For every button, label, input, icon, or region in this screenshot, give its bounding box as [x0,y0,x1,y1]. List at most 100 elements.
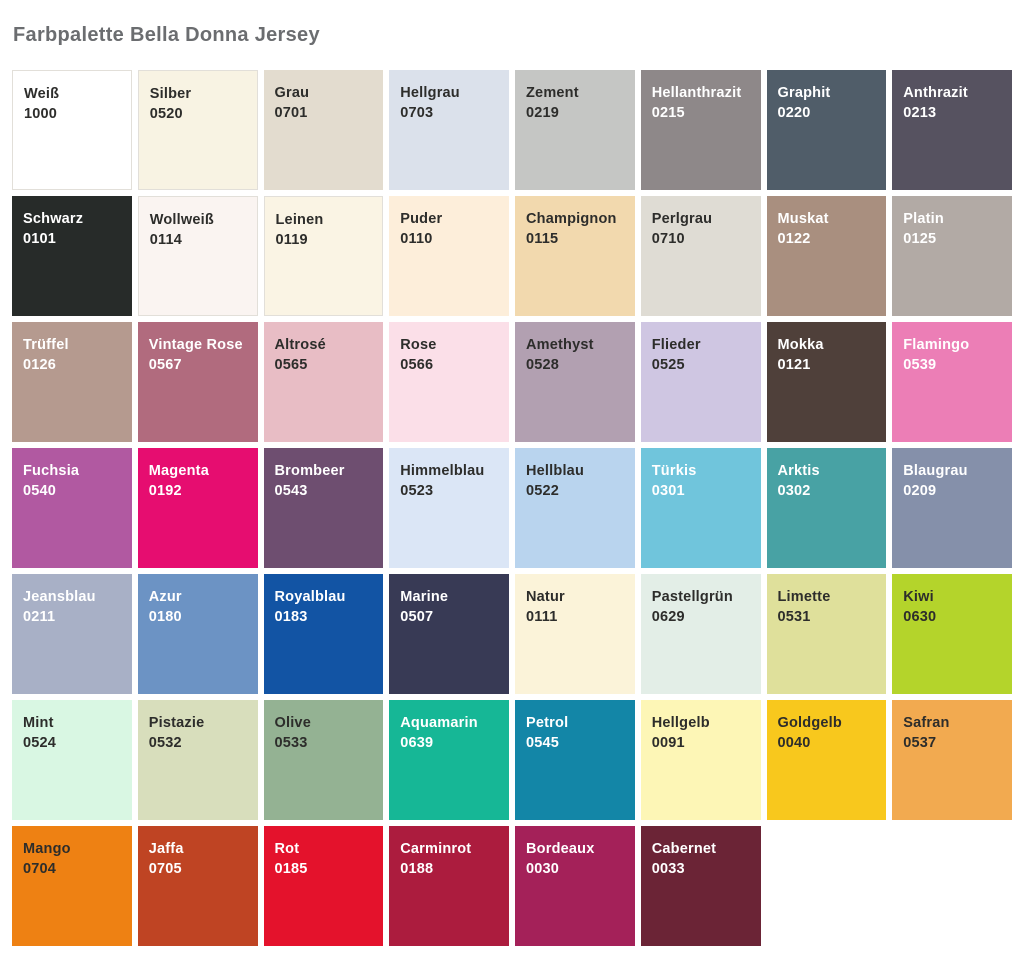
color-swatch-0567: Vintage Rose 0567 [137,322,258,442]
swatch-code: 0091 [651,735,685,751]
color-swatch-0630: Kiwi 0630 [892,574,1012,694]
swatch-name: Mango [23,841,71,857]
swatch-name: Royalblau [274,589,346,605]
color-swatch-0091: Hellgelb 0091 [640,700,761,820]
swatch-name: Altrosé [274,337,326,353]
color-swatch-0639: Aquamarin 0639 [389,700,509,820]
color-swatch-0710: Perlgrau 0710 [640,196,761,316]
color-swatch-0704: Mango 0704 [12,826,132,946]
swatch-name: Champignon [526,211,617,227]
swatch-name: Graphit [777,85,831,101]
color-swatch-0125: Platin 0125 [892,196,1012,316]
swatch-name: Trüffel [23,337,69,353]
swatch-code: 0531 [777,609,811,625]
swatch-name: Goldgelb [777,715,842,731]
swatch-name: Silber [149,86,192,102]
page-title: Farbpalette Bella Donna Jersey [13,24,320,46]
swatch-name: Rot [274,841,300,857]
swatch-code: 0543 [274,483,308,499]
color-swatch-0115: Champignon 0115 [515,196,635,316]
swatch-name: Hellblau [526,463,584,479]
swatch-name: Carminrot [400,841,472,857]
swatch-code: 0183 [274,609,308,625]
swatch-code: 0705 [148,861,182,877]
swatch-name: Flieder [651,337,701,353]
color-swatch-0220: Graphit 0220 [766,70,887,190]
color-swatch-0111: Natur 0111 [515,574,635,694]
swatch-name: Natur [526,589,565,605]
color-swatch-0525: Flieder 0525 [640,322,761,442]
swatch-code: 0126 [23,357,57,373]
swatch-name: Jaffa [148,841,184,857]
color-swatch-0033: Cabernet 0033 [640,826,761,946]
swatch-name: Safran [903,715,950,731]
swatch-name: Flamingo [903,337,970,353]
swatch-code: 0125 [903,231,937,247]
color-swatch-0701: Grau 0701 [263,70,384,190]
swatch-name: Bordeaux [526,841,595,857]
swatch-name: Jeansblau [23,589,96,605]
color-swatch-0101: Schwarz 0101 [12,196,132,316]
swatch-code: 0040 [777,735,811,751]
swatch-name: Wollweiß [149,212,214,228]
swatch-name: Aquamarin [400,715,478,731]
color-swatch-0507: Marine 0507 [389,574,509,694]
swatch-name: Kiwi [903,589,934,605]
swatch-code: 0030 [526,861,560,877]
swatch-name: Puder [400,211,443,227]
swatch-name: Hellgelb [651,715,710,731]
color-swatch-0114: Wollweiß 0114 [137,196,258,316]
swatch-code: 0119 [275,232,308,248]
swatch-code: 0192 [148,483,182,499]
color-swatch-0533: Olive 0533 [263,700,384,820]
swatch-name: Muskat [777,211,829,227]
swatch-name: Leinen [275,212,324,228]
swatch-name: Himmelblau [400,463,485,479]
color-swatch-0121: Mokka 0121 [766,322,887,442]
swatch-code: 1000 [24,106,58,122]
color-swatch-0543: Brombeer 0543 [263,448,384,568]
color-grid: Weiß 1000 Silber 0520 Grau 0701 Hellgrau 0703 Ze… [12,70,1012,946]
swatch-name: Vintage Rose [148,337,243,353]
swatch-name: Amethyst [526,337,594,353]
color-swatch-0539: Flamingo 0539 [892,322,1012,442]
swatch-code: 0567 [148,357,182,373]
color-swatch-0215: Hellanthrazit 0215 [640,70,761,190]
swatch-code: 0539 [903,357,937,373]
swatch-code: 0209 [903,483,937,499]
color-swatch-0301: Türkis 0301 [640,448,761,568]
swatch-name: Fuchsia [23,463,80,479]
swatch-code: 0533 [274,735,308,751]
swatch-name: Perlgrau [651,211,713,227]
color-swatch-0545: Petrol 0545 [515,700,635,820]
swatch-code: 0033 [651,861,685,877]
swatch-name: Türkis [651,463,697,479]
color-swatch-0703: Hellgrau 0703 [389,70,509,190]
swatch-code: 0629 [651,609,685,625]
color-swatch-0705: Jaffa 0705 [137,826,258,946]
color-swatch-0192: Magenta 0192 [137,448,258,568]
swatch-name: Azur [148,589,182,605]
swatch-name: Schwarz [23,211,84,227]
swatch-name: Pastellgrün [651,589,733,605]
swatch-code: 0525 [651,357,685,373]
swatch-code: 0523 [400,483,434,499]
swatch-name: Zement [526,85,579,101]
swatch-code: 0630 [903,609,937,625]
swatch-code: 0188 [400,861,434,877]
color-swatch-1000: Weiß 1000 [12,70,132,190]
swatch-name: Hellgrau [400,85,460,101]
swatch-code: 0704 [23,861,57,877]
swatch-code: 0180 [148,609,182,625]
color-swatch-0180: Azur 0180 [137,574,258,694]
color-swatch-0302: Arktis 0302 [766,448,887,568]
swatch-name: Limette [777,589,831,605]
swatch-name: Blaugrau [903,463,968,479]
swatch-name: Weiß [24,86,60,102]
swatch-name: Pistazie [148,715,205,731]
color-swatch-0528: Amethyst 0528 [515,322,635,442]
swatch-name: Hellanthrazit [651,85,742,101]
color-swatch-0565: Altrosé 0565 [263,322,384,442]
swatch-name: Olive [274,715,311,731]
